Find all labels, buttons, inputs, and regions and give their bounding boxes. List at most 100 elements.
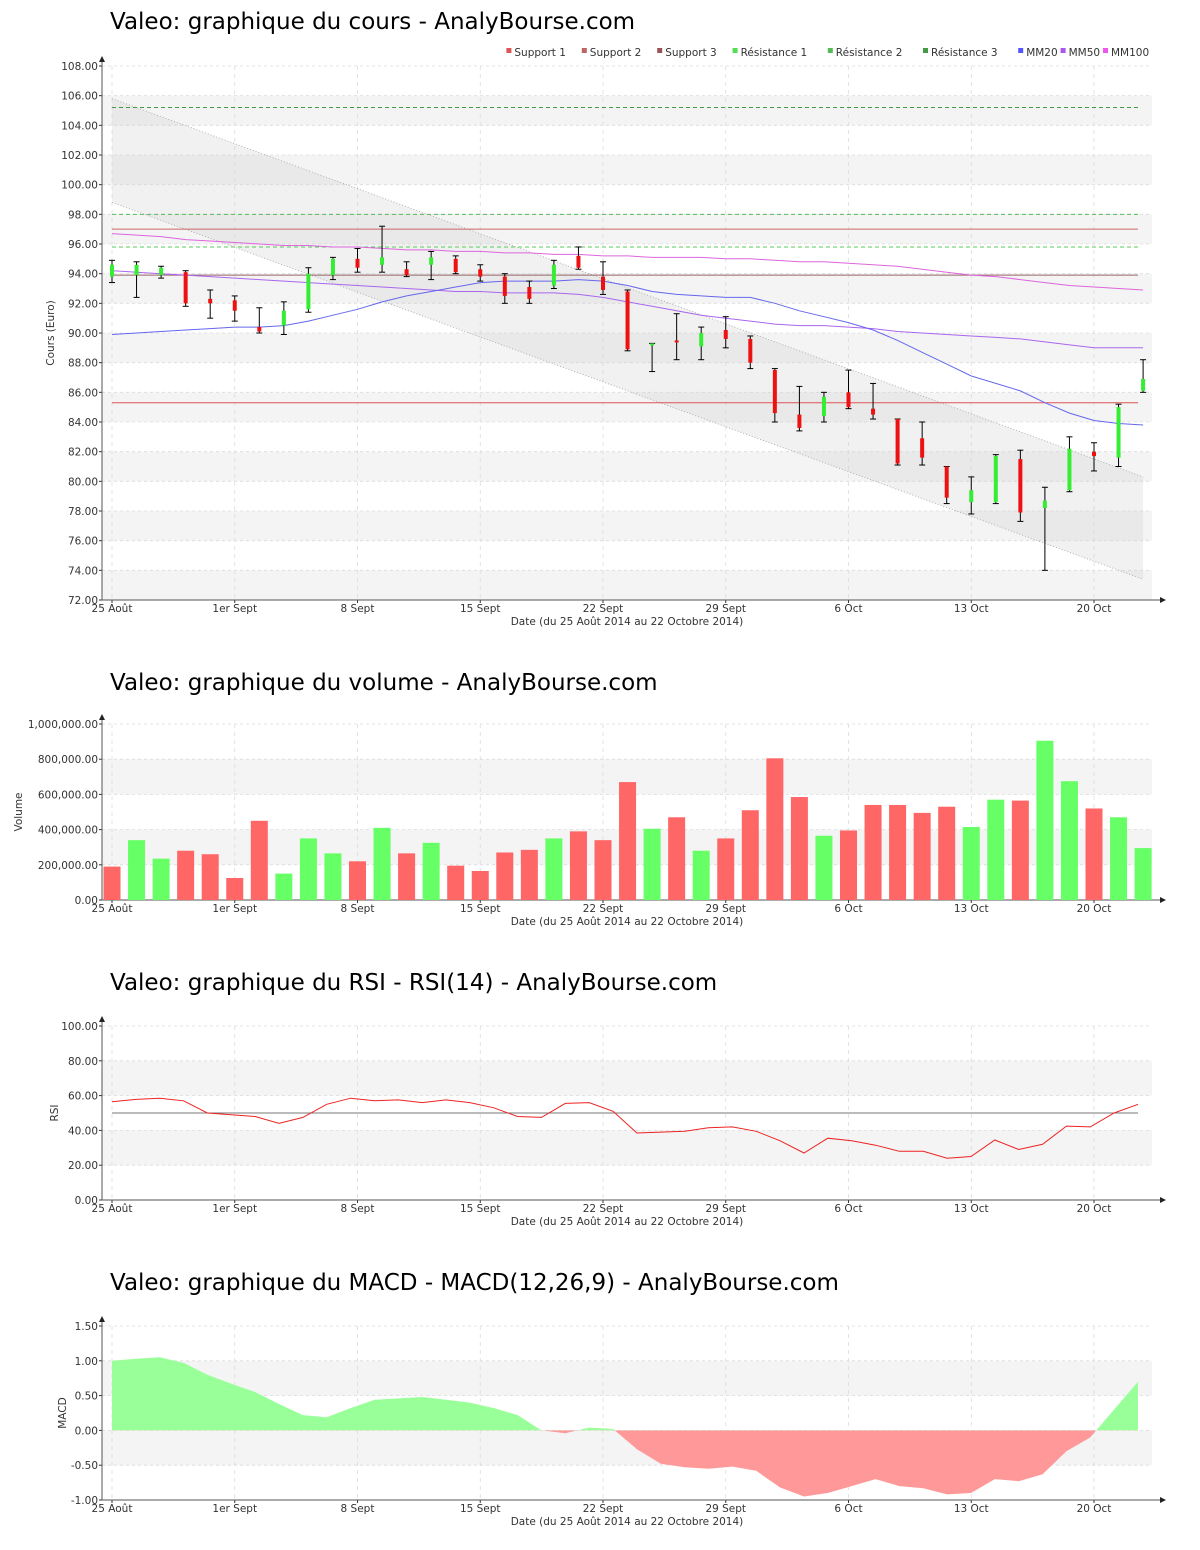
candle-body <box>527 287 532 299</box>
price-grid-band <box>102 451 1152 482</box>
legend-label: MM50 <box>1069 47 1100 59</box>
candle-body <box>257 327 262 332</box>
price-ytick-label: 72.00 <box>68 595 98 607</box>
price-ytick-label: 94.00 <box>68 269 98 281</box>
macd-ytick-label: 1.50 <box>75 1321 98 1333</box>
rsi-ytick-label: 60.00 <box>68 1091 98 1103</box>
volume-xtick-label: 15 Sept <box>460 903 501 915</box>
volume-ytick-label: 200,000.00 <box>38 860 98 872</box>
volume-bar <box>938 806 956 900</box>
volume-bar <box>324 853 342 900</box>
candle-body <box>920 438 925 458</box>
rsi-x-axis-label: Date (du 25 Août 2014 au 22 Octobre 2014… <box>511 1216 744 1228</box>
volume-bar <box>1134 848 1152 900</box>
volume-bar <box>668 817 686 900</box>
candle-body <box>159 267 164 276</box>
volume-bar <box>840 830 857 900</box>
price-grid-band <box>102 570 1152 600</box>
price-x-axis-label: Date (du 25 Août 2014 au 22 Octobre 2014… <box>511 616 744 628</box>
volume-bar <box>619 782 637 900</box>
legend-label: MM100 <box>1111 47 1149 59</box>
candle-body <box>453 258 458 273</box>
candle-body <box>895 419 900 464</box>
legend-swatch <box>581 48 587 53</box>
candle-body <box>993 456 998 503</box>
rsi-x-axis-arrow <box>1160 1197 1166 1203</box>
price-chart: 72.00 74.00 76.00 78.00 80.00 82.00 84.00 86.00… <box>45 47 1166 628</box>
price-ytick-label: 86.00 <box>68 387 98 399</box>
volume-bar <box>790 797 808 900</box>
macd-y-axis-label: MACD <box>57 1397 69 1428</box>
candle-body <box>969 490 974 503</box>
volume-bar <box>349 861 366 900</box>
volume-bar <box>275 873 293 900</box>
price-grid-band <box>102 511 1152 541</box>
legend-swatch <box>732 48 738 53</box>
price-ytick-label: 100.00 <box>61 180 98 192</box>
candle-body <box>110 264 114 277</box>
candle-body <box>355 258 360 268</box>
volume-bar <box>152 858 170 900</box>
candle-body <box>502 276 507 296</box>
price-ytick-label: 90.00 <box>68 328 98 340</box>
volume-xtick-label: 22 Sept <box>583 903 624 915</box>
macd-xtick-label: 1er Sept <box>212 1503 257 1515</box>
volume-bar <box>201 854 219 900</box>
volume-bar <box>987 799 1005 900</box>
volume-chart: 0.00 200,000.00 400,000.00 600,000.00 800,00… <box>13 714 1166 928</box>
legend-label: Support 3 <box>665 47 717 59</box>
volume-bar <box>692 850 710 900</box>
volume-bar <box>373 827 391 900</box>
legend-swatch <box>923 48 928 53</box>
volume-bar <box>1085 808 1103 900</box>
rsi-xtick-label: 29 Sept <box>705 1203 746 1215</box>
candle-body <box>232 300 237 311</box>
volume-bar <box>545 838 563 900</box>
candle-body <box>134 264 139 276</box>
legend-label: Résistance 3 <box>931 47 998 59</box>
candle-body <box>871 408 876 415</box>
price-xtick-label: 29 Sept <box>705 603 746 615</box>
mm100-line <box>111 233 1144 291</box>
price-xtick-label: 25 Août <box>92 603 133 615</box>
volume-bar <box>815 835 833 900</box>
price-ytick-label: 96.00 <box>68 239 98 251</box>
volume-ytick-label: 0.00 <box>75 895 98 907</box>
rsi-xtick-label: 15 Sept <box>460 1203 501 1215</box>
price-ytick-label: 88.00 <box>68 358 98 370</box>
legend-swatch <box>506 48 512 53</box>
volume-bar <box>594 840 612 900</box>
candle-body <box>183 272 188 304</box>
macd-xtick-label: 15 Sept <box>460 1503 501 1515</box>
macd-xtick-label: 8 Sept <box>341 1503 375 1515</box>
macd-ytick-label: 0.50 <box>75 1391 98 1403</box>
volume-y-axis-arrow <box>99 714 105 720</box>
legend-label: Résistance 2 <box>836 47 903 59</box>
legend-swatch <box>1103 48 1108 53</box>
rsi-chart-title: Valeo: graphique du RSI - RSI(14) - Anal… <box>110 970 718 996</box>
price-xtick-label: 1er Sept <box>212 603 257 615</box>
candle-body <box>821 396 826 417</box>
candle-body <box>601 276 605 290</box>
volume-bar <box>520 849 538 900</box>
candle-body <box>748 338 753 363</box>
candle-body <box>429 257 434 265</box>
price-ytick-label: 92.00 <box>68 298 98 310</box>
legend-label: Support 2 <box>590 47 642 59</box>
candle-body <box>551 264 556 286</box>
macd-xtick-label: 6 Oct <box>834 1503 862 1515</box>
price-ytick-label: 104.00 <box>61 120 98 132</box>
volume-bar <box>299 838 317 900</box>
price-y-axis-arrow <box>99 56 105 62</box>
macd-positive-area <box>112 1357 1138 1431</box>
price-ytick-label: 84.00 <box>68 417 98 429</box>
macd-xtick-label: 29 Sept <box>705 1503 746 1515</box>
candle-body <box>772 370 777 414</box>
candle-body <box>723 330 728 339</box>
price-grid-band <box>102 155 1152 185</box>
rsi-ytick-label: 100.00 <box>61 1021 98 1033</box>
candle-body <box>478 269 483 277</box>
volume-bar <box>962 826 980 900</box>
macd-ytick-label: -1.00 <box>71 1495 98 1507</box>
rsi-ytick-label: 80.00 <box>68 1056 98 1068</box>
